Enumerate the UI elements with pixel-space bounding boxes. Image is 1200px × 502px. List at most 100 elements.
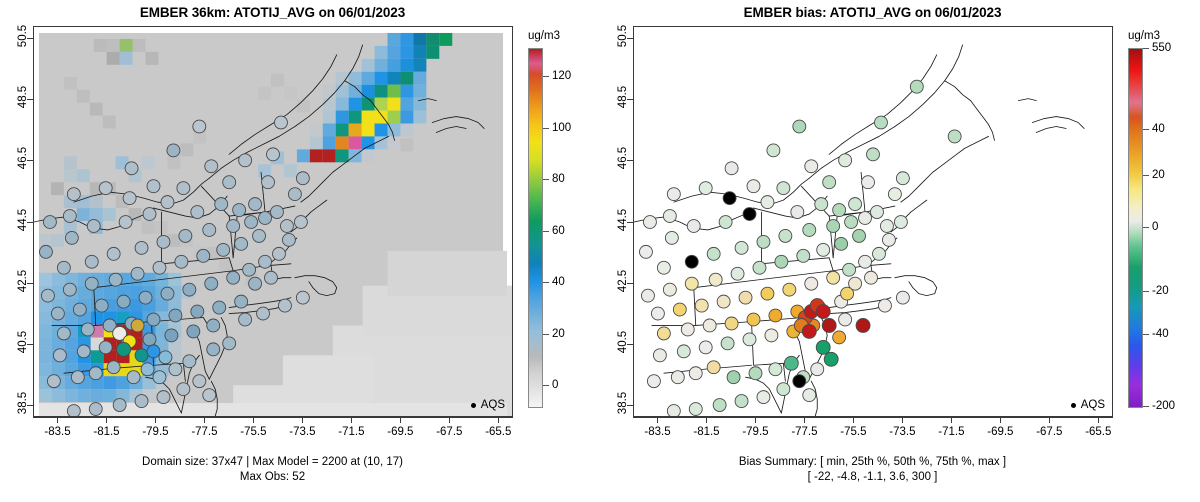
model-colorbar-tick bbox=[543, 333, 549, 335]
bias-x-axis: -83.5 -81.5 -79.5 -77.5 -75.5 -73.5 -71.5 -69.5… bbox=[633, 417, 1113, 438]
model-x-tick-label: -75.5 bbox=[240, 426, 267, 438]
model-colorbar-tick-label: 0 bbox=[552, 379, 559, 392]
model-colorbar-tick-label: 60 bbox=[552, 224, 565, 237]
model-x-tick bbox=[57, 417, 59, 423]
bias-colorbar-tick bbox=[1143, 128, 1149, 130]
bias-map-svg bbox=[634, 27, 1112, 416]
bias-colorbar-tick-label: -40 bbox=[1152, 328, 1169, 341]
model-x-tick bbox=[204, 417, 206, 423]
bias-x-tick bbox=[902, 417, 904, 423]
model-x-tick bbox=[253, 417, 255, 423]
model-colorbar-tick bbox=[543, 127, 549, 129]
model-y-tick bbox=[27, 38, 33, 40]
model-colorbar-tick bbox=[543, 282, 549, 284]
model-x-tick-label: -81.5 bbox=[93, 426, 120, 438]
model-map-svg bbox=[34, 27, 512, 416]
bias-colorbar-tick-label: 40 bbox=[1152, 122, 1165, 135]
model-colorbar-tick bbox=[543, 179, 549, 181]
bias-x-tick-label: -75.5 bbox=[840, 426, 867, 438]
model-y-tick bbox=[27, 99, 33, 101]
model-x-tick bbox=[449, 417, 451, 423]
bias-colorbar-tick bbox=[1143, 291, 1149, 293]
panel-bias: EMBER bias: ATOTIJ_AVG on 06/01/2023 bbox=[600, 0, 1200, 502]
aqs-marker-icon bbox=[470, 402, 476, 408]
model-colorbar-tick bbox=[543, 76, 549, 78]
bias-colorbar-tick bbox=[1143, 48, 1149, 49]
model-map-canvas bbox=[34, 27, 512, 416]
bias-y-tick bbox=[627, 99, 633, 101]
panel-bias-plot[interactable]: AQS bbox=[633, 26, 1113, 417]
model-caption-line2: Max Obs: 52 bbox=[239, 471, 306, 483]
model-colorbar-tick-label: 80 bbox=[552, 173, 565, 186]
model-y-tick bbox=[27, 282, 33, 284]
model-legend: AQS bbox=[468, 398, 508, 412]
bias-x-tick bbox=[706, 417, 708, 423]
bias-colorbar-tick-label: -200 bbox=[1152, 400, 1176, 412]
model-colorbar-gradient bbox=[528, 48, 543, 408]
bias-colorbar-tick bbox=[1143, 406, 1149, 407]
bias-x-tick-label: -69.5 bbox=[987, 426, 1014, 438]
bias-caption-line2: [ -22, -4.8, -1.1, 3.6, 300 ] bbox=[807, 471, 938, 483]
bias-x-tick-label: -81.5 bbox=[693, 426, 720, 438]
model-colorbar-tick-label: 100 bbox=[552, 121, 572, 134]
bias-colorbar-tick-label: 550 bbox=[1152, 42, 1172, 54]
bias-legend: AQS bbox=[1068, 398, 1108, 412]
bias-x-tick bbox=[1049, 417, 1051, 423]
model-x-tick bbox=[498, 417, 500, 423]
model-x-tick bbox=[302, 417, 304, 423]
model-colorbar-tick bbox=[543, 385, 549, 387]
bias-colorbar-tick-label: 20 bbox=[1152, 169, 1165, 182]
model-y-tick bbox=[27, 404, 33, 406]
bias-colorbar-tick bbox=[1143, 175, 1149, 177]
bias-x-tick-label: -71.5 bbox=[938, 426, 965, 438]
bias-x-tick bbox=[1000, 417, 1002, 423]
model-y-tick bbox=[27, 343, 33, 345]
bias-x-tick-label: -83.5 bbox=[644, 426, 671, 438]
model-colorbar-tick-label: 120 bbox=[552, 70, 572, 83]
model-x-tick-label: -65.5 bbox=[485, 426, 512, 438]
panel-model-title: EMBER 36km: ATOTIJ_AVG on 06/01/2023 bbox=[139, 5, 406, 20]
bias-x-tick bbox=[853, 417, 855, 423]
bias-map-canvas bbox=[634, 27, 1112, 416]
model-x-tick-label: -69.5 bbox=[387, 426, 414, 438]
model-caption-line1: Domain size: 37x47 | Max Model = 2200 at… bbox=[142, 456, 403, 468]
model-x-tick-label: -71.5 bbox=[338, 426, 365, 438]
model-x-tick-label: -83.5 bbox=[44, 426, 71, 438]
bias-colorbar-tick bbox=[1143, 227, 1149, 228]
panel-model-plot[interactable]: AQS bbox=[33, 26, 513, 417]
model-x-tick-label: -67.5 bbox=[436, 426, 463, 438]
bias-colorbar-unit: ug/m3 bbox=[1128, 30, 1160, 42]
bias-x-tick-label: -65.5 bbox=[1085, 426, 1112, 438]
bias-y-tick bbox=[627, 282, 633, 284]
model-x-tick bbox=[106, 417, 108, 423]
bias-caption-line1: Bias Summary: [ min, 25th %, 50th %, 75t… bbox=[738, 456, 1007, 468]
bias-y-tick bbox=[627, 404, 633, 406]
model-x-tick bbox=[155, 417, 157, 423]
model-colorbar-unit: ug/m3 bbox=[528, 30, 560, 42]
model-y-tick bbox=[27, 160, 33, 162]
bias-x-tick bbox=[1098, 417, 1100, 423]
bias-y-axis: 38.5 40.5 42.5 44.5 46.5 48.5 50.5 bbox=[617, 25, 634, 417]
model-colorbar-tick-label: 40 bbox=[552, 276, 565, 289]
bias-colorbar-gradient bbox=[1128, 48, 1143, 408]
panel-model: EMBER 36km: ATOTIJ_AVG on 06/01/2023 bbox=[17, 5, 572, 483]
model-obs-markers bbox=[39, 115, 310, 416]
bias-legend-label: AQS bbox=[1080, 399, 1105, 411]
bias-x-tick-label: -77.5 bbox=[791, 426, 818, 438]
bias-x-tick-label: -73.5 bbox=[889, 426, 916, 438]
model-x-tick-label: -73.5 bbox=[289, 426, 316, 438]
bias-x-tick bbox=[804, 417, 806, 423]
bias-y-tick bbox=[627, 343, 633, 345]
model-y-tick bbox=[27, 221, 33, 223]
panel-bias-title: EMBER bias: ATOTIJ_AVG on 06/01/2023 bbox=[743, 5, 1002, 20]
bias-colorbar-tick bbox=[1143, 334, 1149, 336]
bias-y-tick bbox=[627, 221, 633, 223]
bias-colorbar-tick-label: -20 bbox=[1152, 285, 1169, 298]
model-x-tick bbox=[400, 417, 402, 423]
model-x-tick bbox=[351, 417, 353, 423]
model-y-axis: 38.5 40.5 42.5 44.5 46.5 48.5 50.5 bbox=[17, 25, 34, 417]
bias-x-tick-label: -79.5 bbox=[742, 426, 769, 438]
model-colorbar-tick bbox=[543, 230, 549, 232]
bias-obs-markers bbox=[639, 79, 962, 416]
